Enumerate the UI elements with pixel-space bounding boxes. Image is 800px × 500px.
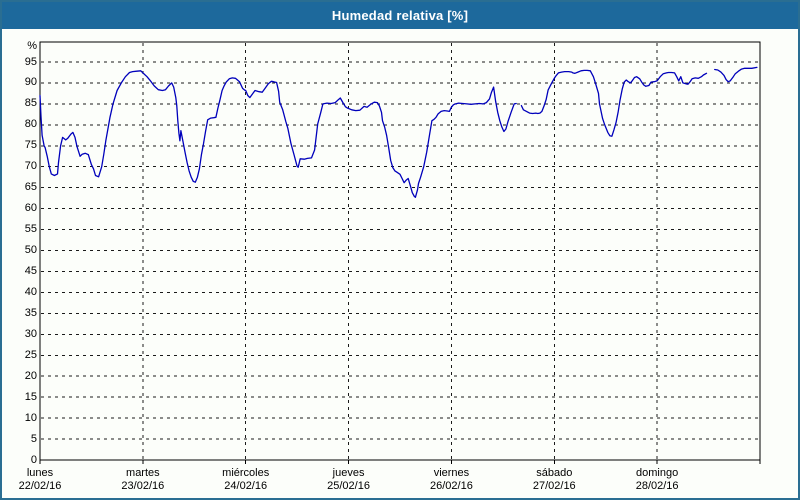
x-day-label: jueves 25/02/16 — [298, 467, 400, 492]
y-tick-label: 10 — [24, 411, 37, 424]
day-date: 23/02/16 — [121, 480, 165, 492]
y-tick-label: 75 — [24, 139, 37, 152]
y-tick-label: 80 — [24, 118, 37, 131]
day-name: domingo — [636, 467, 679, 479]
x-day-label: viernes 26/02/16 — [400, 467, 502, 492]
day-date: 24/02/16 — [224, 480, 268, 492]
day-name: sábado — [536, 467, 573, 479]
plot-border — [39, 41, 761, 461]
humidity-line — [520, 69, 708, 137]
y-tick-label: 60 — [24, 202, 37, 215]
day-name: jueves — [332, 467, 365, 479]
day-date: 25/02/16 — [327, 480, 370, 492]
y-tick-label: 65 — [24, 181, 37, 194]
y-tick-label: 55 — [24, 223, 37, 236]
x-day-label: martes 23/02/16 — [92, 467, 194, 492]
y-tick-label: 20 — [24, 369, 37, 382]
day-date: 22/02/16 — [18, 480, 62, 492]
y-tick-label: 40 — [24, 285, 37, 298]
day-name: martes — [126, 467, 160, 479]
day-date: 27/02/16 — [532, 480, 576, 492]
day-name: miércoles — [222, 467, 270, 479]
day-date: 26/02/16 — [430, 480, 473, 492]
humidity-line — [39, 70, 517, 198]
humidity-line — [714, 66, 758, 83]
x-day-label: lunes 22/02/16 — [0, 467, 91, 492]
x-day-label: sábado 27/02/16 — [503, 467, 605, 492]
y-tick-label: 35 — [24, 306, 37, 319]
y-tick-label: 85 — [24, 97, 37, 110]
y-tick-label: 5 — [30, 432, 37, 445]
y-tick-label: 25 — [24, 348, 37, 361]
y-tick-label: 70 — [24, 160, 37, 173]
y-tick-label: 15 — [24, 390, 37, 403]
chart-title: Humedad relativa [%] — [331, 8, 469, 23]
title-bar: Humedad relativa [%] — [2, 2, 798, 29]
y-tick-label: 45 — [24, 264, 37, 277]
y-tick-label: 0 — [30, 453, 37, 466]
day-date: 28/02/16 — [635, 480, 679, 492]
x-day-label: domingo 28/02/16 — [606, 467, 708, 492]
y-tick-label: 95 — [24, 55, 37, 68]
y-axis-unit-label: % — [27, 40, 37, 52]
y-tick-label: 90 — [24, 76, 37, 89]
y-tick-label: 30 — [24, 327, 37, 340]
day-name: lunes — [26, 467, 54, 479]
day-name: viernes — [433, 467, 470, 479]
y-tick-label: 50 — [24, 244, 37, 257]
x-day-label: miércoles 24/02/16 — [195, 467, 297, 492]
